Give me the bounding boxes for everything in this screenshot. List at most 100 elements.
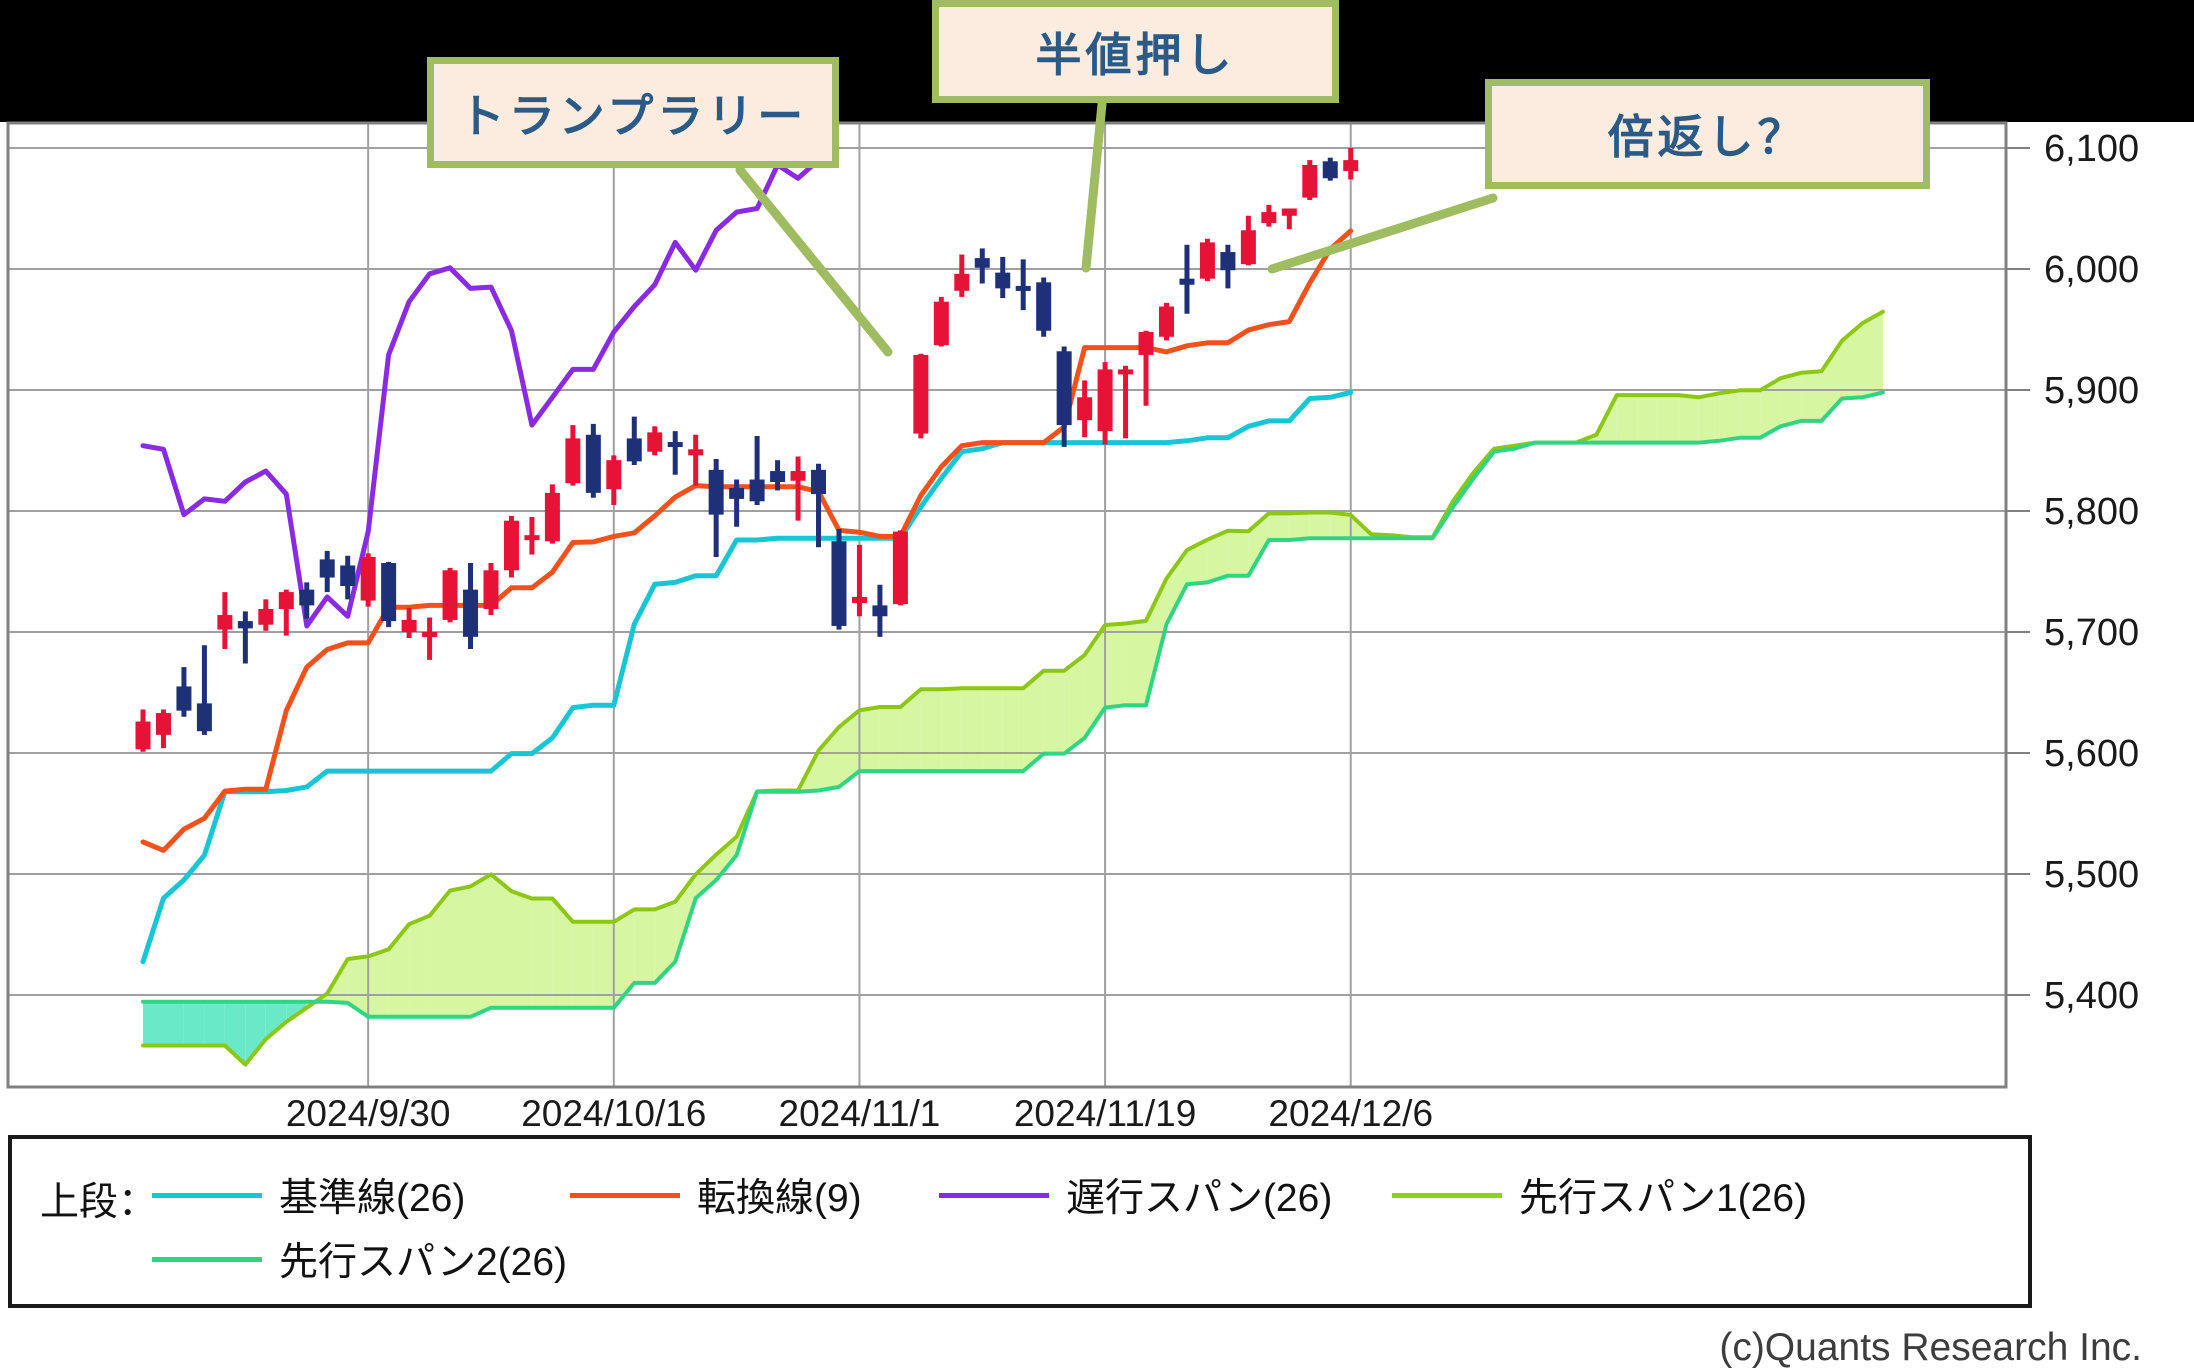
kumo-cloud-bullish-segment [1698,393,1720,443]
kumo-cloud-bullish-segment [1801,371,1822,421]
kijun-line-swatch [152,1192,262,1198]
candle-body-up [954,273,970,291]
kumo-cloud-bullish-segment [491,874,512,1008]
candle-body-down [463,589,479,637]
kumo-cloud-bullish-segment [1739,390,1761,438]
y-tick-label: 5,400 [2044,975,2139,1017]
candle-body-up [1240,230,1256,265]
candle-body-up [503,520,519,571]
candle-body-down [770,471,786,482]
candle-body-up [422,632,438,637]
kumo-cloud-bullish-segment [1166,550,1187,625]
legend-item-kijun-label: 基準線(26) [279,1177,466,1220]
y-tick-label: 6,000 [2044,249,2139,291]
candle-body-down [196,703,212,732]
candle-body-up [688,449,704,456]
chikou-span-line [140,157,821,629]
candle-body-up [135,721,151,750]
kumo-cloud-bullish-segment [716,836,737,880]
kumo-cloud-bullish-segment [1616,395,1638,443]
kumo-cloud-bullish-segment [1842,323,1863,399]
senkou1-line-swatch [1392,1192,1502,1198]
candle-body-up [851,596,867,603]
legend-item-tenkan: 転換線(9) [570,1171,862,1220]
kumo-cloud-bullish-segment [1043,670,1065,754]
tenkan-line-swatch [570,1192,680,1198]
y-tick-label: 5,700 [2044,612,2139,654]
kumo-cloud-bullish-segment [388,924,410,1017]
legend-item-chikou: 遅行スパン(26) [939,1171,1332,1220]
kumo-cloud-bullish-segment [920,689,942,772]
kumo-cloud-bullish-segment [879,707,901,772]
plot-border [6,121,2008,1089]
candle-body-up [442,570,458,620]
kumo-cloud-bullish-segment [470,874,491,1017]
kumo-cloud-bearish-segment [204,1001,225,1046]
kumo-cloud-bullish-segment [1227,530,1249,576]
y-tick-label: 5,900 [2044,370,2139,412]
trump-rally-connector [735,165,893,357]
kumo-cloud-bullish-segment [1105,623,1126,708]
legend-item-kijun: 基準線(26) [152,1171,465,1220]
kumo-cloud-bullish-segment [1657,395,1679,443]
candle-body-down [974,258,990,268]
kumo-cloud-bullish-segment [511,891,532,1008]
x-tick-label: 2024/11/1 [779,1093,941,1134]
candle-body-up [1159,306,1174,337]
legend-item-senkou1-label: 先行スパン1(26) [1519,1177,1807,1220]
candle-body-up [790,471,806,481]
kumo-cloud-bullish-segment [1780,372,1802,427]
kumo-cloud-bearish-segment [163,1001,184,1046]
annotation-double-payback: 倍返し？ [1485,79,1930,189]
candle-body-up [1077,397,1093,421]
candle-body-down [340,565,356,587]
candle-body-up [892,531,908,605]
kumo-cloud-bullish-segment [531,898,553,1008]
candle-body-down [995,272,1011,289]
kumo-cloud-bullish-segment [695,854,717,899]
candle-body-down [585,434,601,493]
kumo-cloud-bullish-segment [368,949,389,1017]
kumo-cloud-bullish-segment [1268,513,1290,540]
candle-body-up [524,535,540,541]
kumo-cloud-bullish-segment [1207,530,1228,583]
kumo-cloud-bullish-segment [1125,620,1146,706]
candle-body-down [319,559,335,578]
double-payback-connector [1267,193,1498,274]
candle-body-up [1138,331,1154,355]
candle-body-up [647,432,663,452]
kumo-cloud-bullish-segment [613,909,635,1008]
candle-body-down [237,621,253,629]
candle-body-up [1118,369,1134,375]
annotation-trump-rally-label: トランプラリー [458,89,808,142]
candle-body-down [299,589,315,606]
kumo-cloud-bearish-segment [183,1001,205,1046]
candle-body-up [1261,212,1277,224]
chikou-line-swatch [939,1192,1049,1198]
candle-body-down [729,488,745,499]
candle-body-up [1302,164,1318,198]
kumo-cloud-bullish-segment [1023,670,1044,772]
legend-item-senkou1: 先行スパン1(26) [1392,1171,1807,1220]
candle-body-up [360,556,376,601]
kumo-cloud-bullish-segment [1064,655,1085,754]
legend-item-senkou2: 先行スパン2(26) [152,1235,567,1284]
kumo-cloud-bullish-segment [1084,625,1106,738]
kumo-cloud-bullish-segment [1821,340,1842,421]
kumo-cloud-bullish-segment [839,710,860,787]
kumo-cloud-bullish-segment [982,688,1003,772]
y-tick-label: 5,500 [2044,854,2139,896]
x-tick-label: 2024/9/30 [286,1093,451,1134]
candle-body-up [544,492,560,542]
kumo-cloud-bullish-segment [347,956,369,1017]
candle-body-up [913,354,929,434]
candle-body-down [708,469,724,515]
kumo-cloud-bullish-segment [961,688,983,772]
kumo-cloud-bullish-segment [409,915,430,1017]
candle-body-down [1179,278,1195,285]
kumo-cloud-bearish-segment [143,1001,164,1046]
candle-body-down [749,479,765,502]
annotation-double-payback-label: 倍返し？ [1607,111,1808,163]
